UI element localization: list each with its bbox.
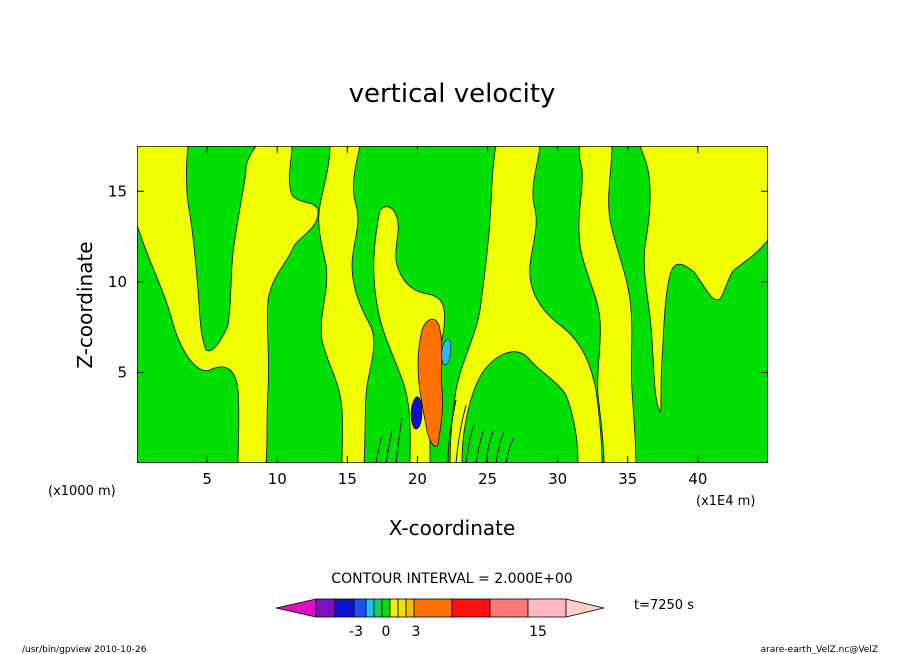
field-region-top-right-updraft: [639, 146, 768, 413]
colorbar-tick-label: 15: [529, 624, 547, 640]
colorbar-segment: [365, 598, 375, 618]
colorbar-segment: [389, 598, 399, 618]
x-axis-label: X-coordinate: [389, 516, 516, 540]
field-region-convective-core: [417, 318, 443, 447]
colorbar-segment: [315, 598, 336, 618]
y-tick-label: 15: [108, 182, 127, 200]
colorbar-segment: [334, 598, 355, 618]
field-contour-lines: [375, 399, 515, 463]
time-label: t=7250 s: [634, 598, 694, 613]
y-axis-label: Z-coordinate: [73, 241, 97, 368]
colorbar-segment: [451, 598, 491, 618]
y-tick-label: 10: [108, 273, 127, 291]
colorbar-segment: [397, 598, 407, 618]
x-tick-label: 35: [618, 470, 637, 488]
colorbar-tick-label: 3: [412, 624, 421, 640]
x-tick-label: 25: [478, 470, 497, 488]
velocity-field: [137, 146, 768, 463]
chart-title: vertical velocity: [349, 79, 556, 109]
x-unit-right: (x1E4 m): [696, 494, 755, 509]
colorbar-segment: [405, 598, 415, 618]
x-tick-label: 40: [688, 470, 707, 488]
field-region-downdraft-2: [441, 338, 452, 366]
x-tick-label: 20: [408, 470, 427, 488]
colorbar-segment: [275, 598, 317, 618]
colorbar-segment: [381, 598, 391, 618]
colorbar-segment: [565, 598, 605, 618]
x-unit-left: (x1000 m): [48, 484, 116, 499]
field-region-left-updraft: [137, 146, 319, 463]
contour-interval-label: CONTOUR INTERVAL = 2.000E+00: [331, 571, 572, 587]
colorbar-segment: [489, 598, 529, 618]
x-tick-label: 5: [202, 470, 212, 488]
colorbar-segment: [413, 598, 453, 618]
x-tick-label: 30: [548, 470, 567, 488]
footer-left: /usr/bin/gpview 2010-10-26: [22, 645, 147, 654]
colorbar-segment: [353, 598, 367, 618]
x-tick-label: 10: [268, 470, 287, 488]
colorbar-tick-label: -3: [349, 624, 363, 640]
x-tick-label: 15: [338, 470, 357, 488]
field-region-right-updraft: [449, 146, 603, 463]
footer-right: arare-earth_VelZ.nc@VelZ: [761, 645, 878, 654]
colorbar-segment: [527, 598, 567, 618]
axes: 5 10 15 20 25 30 35 40 5 10 15: [108, 146, 768, 488]
colorbar-tick-label: 0: [382, 624, 391, 640]
y-tick-label: 5: [117, 363, 127, 381]
field-region-far-right-updraft: [578, 146, 637, 463]
colorbar: -3 0 3 15: [275, 598, 605, 640]
colorbar-segment: [373, 598, 383, 618]
field-region-downdraft: [410, 396, 423, 430]
